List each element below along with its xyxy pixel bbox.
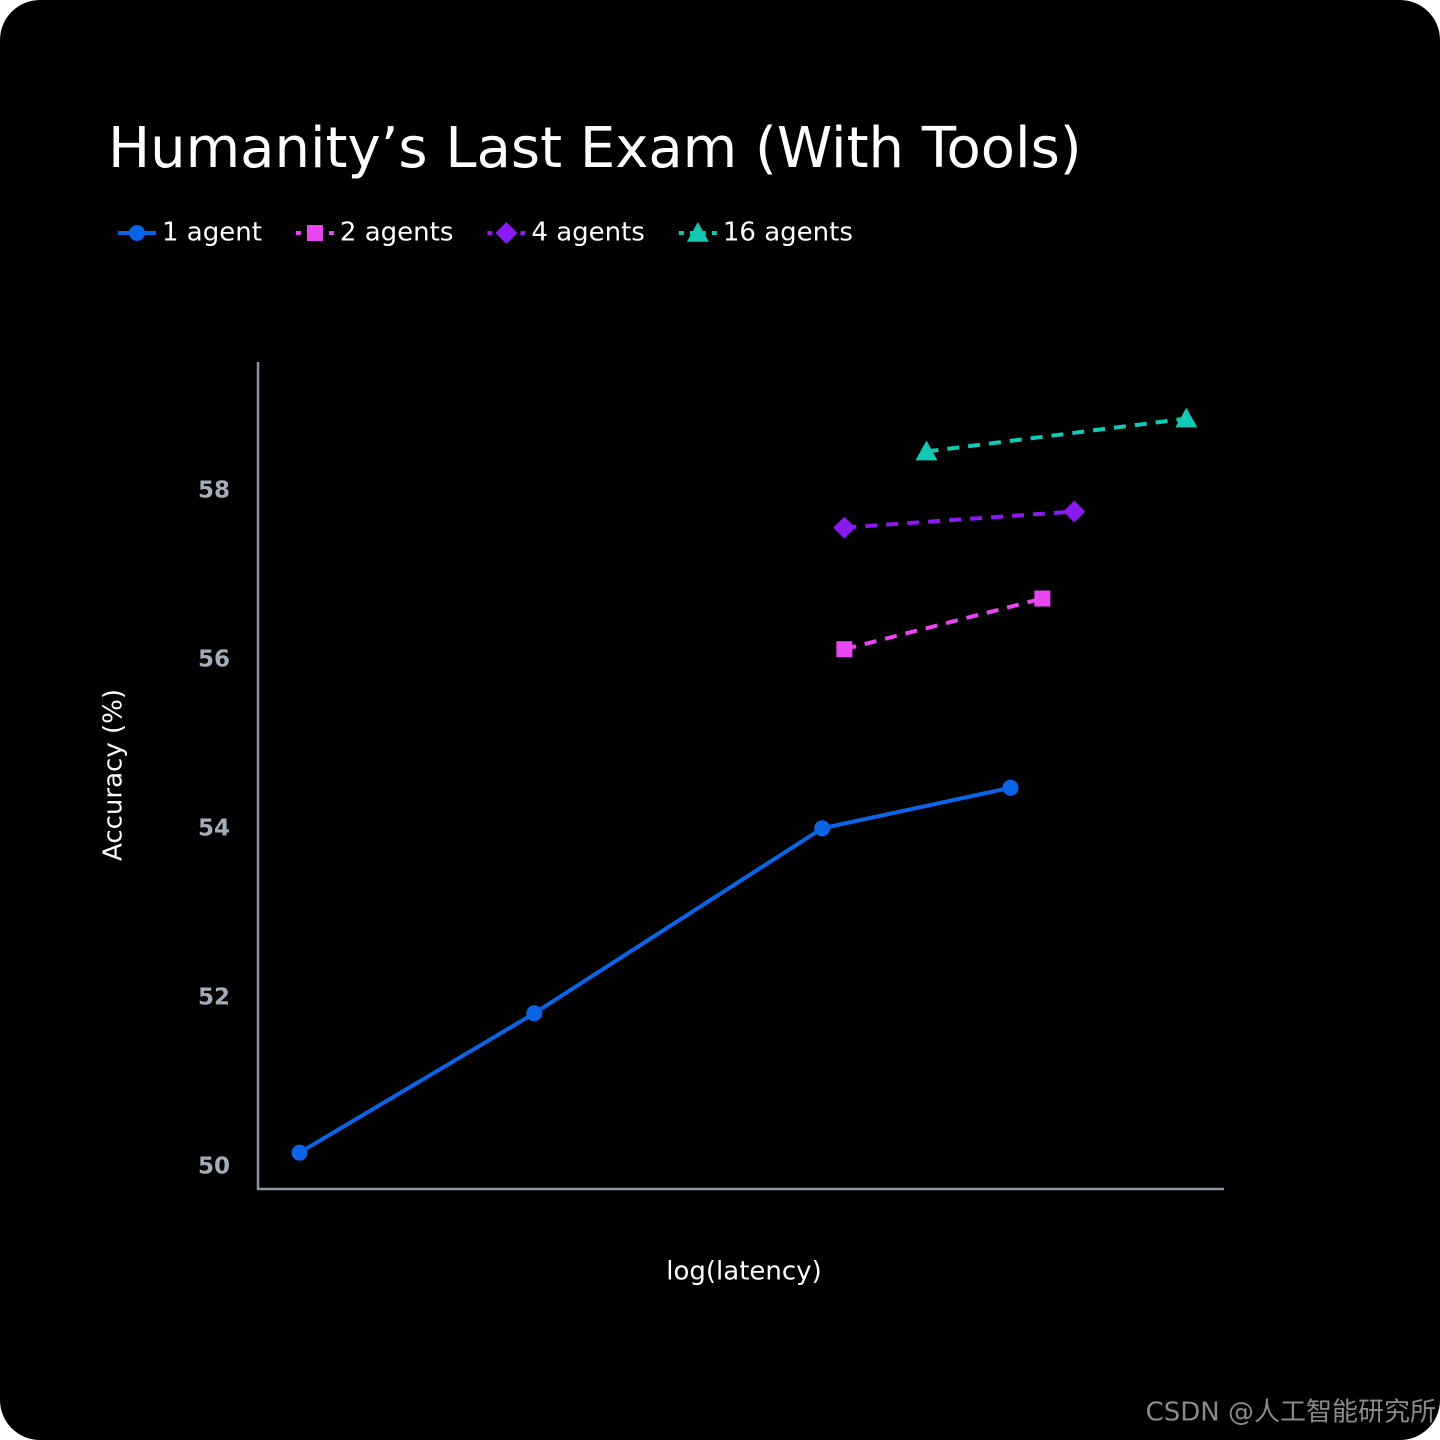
series-line xyxy=(926,416,1187,454)
marker xyxy=(814,820,831,837)
marker xyxy=(1175,407,1198,428)
legend-label: 16 agents xyxy=(723,218,853,248)
legend-label: 1 agent xyxy=(162,218,262,248)
x-axis-label: log(latency) xyxy=(666,1257,821,1287)
legend-label: 2 agents xyxy=(340,218,453,248)
y-axis-label: Accuracy (%) xyxy=(99,689,129,861)
y-tick-label: 58 xyxy=(198,478,230,504)
legend-label: 4 agents xyxy=(531,218,644,248)
series-line xyxy=(298,785,1011,1155)
marker xyxy=(526,1005,543,1022)
chart-title: Humanity’s Last Exam (With Tools) xyxy=(108,116,1082,181)
marker xyxy=(915,440,938,461)
marker xyxy=(1034,590,1051,607)
marker xyxy=(495,222,518,244)
marker xyxy=(1002,779,1019,796)
series-line xyxy=(843,596,1043,652)
series-line xyxy=(844,509,1075,530)
y-tick-label: 50 xyxy=(198,1154,230,1180)
y-tick-label: 56 xyxy=(198,647,230,673)
marker xyxy=(291,1144,308,1161)
y-tick-label: 54 xyxy=(198,816,230,842)
marker xyxy=(129,225,145,241)
marker xyxy=(1063,500,1086,523)
watermark: CSDN @人工智能研究所 xyxy=(1146,1398,1436,1428)
y-tick-label: 52 xyxy=(198,985,230,1011)
marker xyxy=(836,641,853,658)
marker xyxy=(686,222,709,242)
marker xyxy=(833,516,856,539)
marker xyxy=(306,225,323,241)
